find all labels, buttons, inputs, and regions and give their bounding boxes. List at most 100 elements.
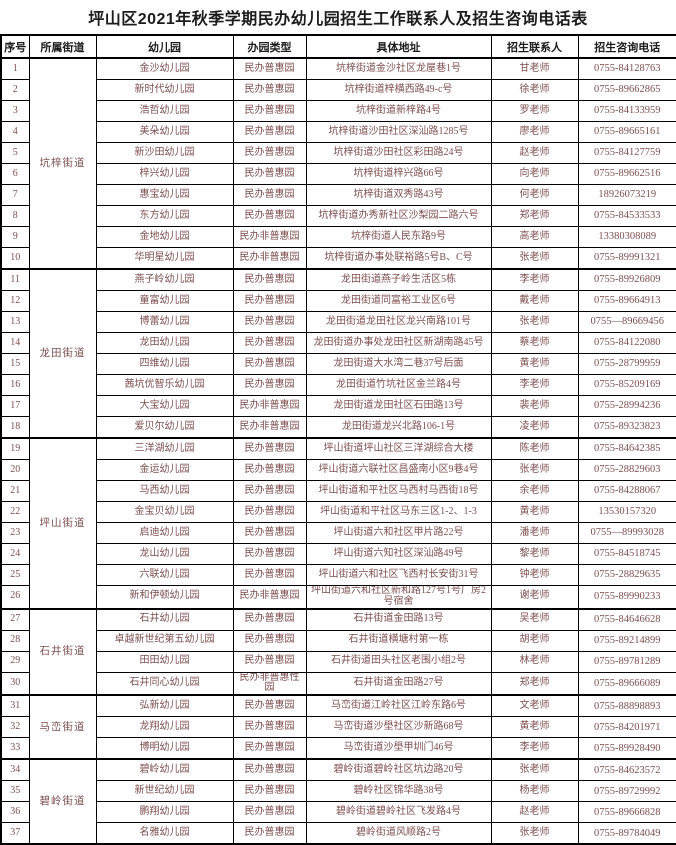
cell-phone-number: 0755-89991321 (577, 247, 676, 270)
cell-school-type: 民办普惠园 (232, 79, 307, 101)
cell-phone-number: 0755-89323823 (577, 416, 676, 439)
cell-kindergarten-name: 美朵幼儿园 (95, 121, 234, 143)
cell-serial-number: 18 (0, 416, 30, 439)
cell-kindergarten-name: 卓越新世纪第五幼儿园 (95, 629, 234, 652)
cell-contact-person: 林老师 (490, 650, 579, 673)
table-row: 33 博明幼儿园 民办普惠园 马峦街道沙壆甲圳门46号 李老师 0755-89928490 (0, 737, 676, 760)
cell-street-name: 石井街道 (28, 607, 97, 696)
cell-kindergarten-name: 石井幼儿园 (95, 607, 234, 631)
cell-address: 坪山街道和平社区马东三区1-2、1-3 (305, 501, 492, 523)
table-row: 9 金地幼儿园 民办非普惠园 坑梓街道人民东路9号 高老师 13380308089 (0, 226, 676, 248)
cell-contact-person: 罗老师 (490, 100, 579, 122)
cell-address: 龙田街道燕子岭生活区5栋 (305, 268, 492, 291)
cell-school-type: 民办普惠园 (232, 822, 307, 845)
cell-serial-number: 6 (0, 163, 30, 185)
cell-contact-person: 胡老师 (490, 629, 579, 652)
cell-serial-number: 2 (0, 79, 30, 101)
cell-school-type: 民办普惠园 (232, 268, 307, 291)
cell-phone-number: 0755-84533533 (577, 205, 676, 227)
cell-address: 龙田街道龙田社区石田路13号 (305, 395, 492, 417)
cell-contact-person: 甘老师 (490, 57, 579, 80)
cell-kindergarten-name: 燕子岭幼儿园 (95, 268, 234, 291)
cell-address: 石井街道金田路27号 (305, 671, 492, 696)
cell-kindergarten-name: 金沙幼儿园 (95, 57, 234, 80)
table-row: 15 四维幼儿园 民办普惠园 龙田街道大水湾二巷37号后面 黄老师 0755-287999… (0, 353, 676, 375)
table-row: 12 童富幼儿园 民办普惠园 龙田街道同富裕工业区6号 戴老师 0755-89664913 (0, 290, 676, 312)
cell-serial-number: 21 (0, 480, 30, 502)
table-row: 27 石井街道 石井幼儿园 民办普惠园 石井街道金田路13号 吴老师 0755-846466… (0, 607, 676, 696)
cell-kindergarten-name: 新世纪幼儿园 (95, 780, 234, 803)
cell-kindergarten-name: 新沙田幼儿园 (95, 142, 234, 164)
cell-school-type: 民办普惠园 (232, 163, 307, 185)
cell-phone-number: 0755-84133959 (577, 100, 676, 122)
cell-contact-person: 张老师 (490, 459, 579, 481)
cell-school-type: 民办非普惠园 (232, 247, 307, 270)
cell-phone-number: 0755-28994236 (577, 395, 676, 417)
table-row: 20 金运幼儿园 民办普惠园 坪山街道六联社区昌盛南小区9巷4号 张老师 0755-288… (0, 459, 676, 481)
cell-phone-number: 0755-88898893 (577, 694, 676, 718)
table-row: 5 新沙田幼儿园 民办普惠园 坑梓街道沙田社区彩田路24号 赵老师 0755-841277… (0, 142, 676, 164)
cell-address: 坑梓街道办事处联裕路5号B、C号 (305, 247, 492, 270)
cell-phone-number: 0755-89214899 (577, 629, 676, 652)
cell-kindergarten-name: 鹏翔幼儿园 (95, 801, 234, 824)
cell-phone-number: 0755-84518745 (577, 543, 676, 565)
cell-address: 坑梓街道沙田社区深汕路1285号 (305, 121, 492, 143)
cell-kindergarten-name: 东方幼儿园 (95, 205, 234, 227)
cell-school-type: 民办普惠园 (232, 57, 307, 80)
cell-address: 龙田街道大水湾二巷37号后面 (305, 353, 492, 375)
cell-kindergarten-name: 华明星幼儿园 (95, 247, 234, 270)
cell-serial-number: 32 (0, 716, 30, 739)
cell-kindergarten-name: 惠宝幼儿园 (95, 184, 234, 206)
table-row: 16 茜坑优智乐幼儿园 民办普惠园 龙田街道竹坑社区金兰路4号 李老师 0755-8520… (0, 374, 676, 396)
table-row: 23 启迪幼儿园 民办普惠园 坪山街道六和社区甲片路22号 潘老师 0755—899930… (0, 522, 676, 544)
cell-serial-number: 36 (0, 801, 30, 824)
cell-serial-number: 29 (0, 650, 30, 673)
cell-address: 坪山街道六和社区新和路127号1号厂房2号宿舍 (305, 584, 492, 610)
cell-kindergarten-name: 龙山幼儿园 (95, 543, 234, 565)
cell-street-name: 坑梓街道 (28, 57, 97, 270)
cell-school-type: 民办普惠园 (232, 780, 307, 803)
cell-serial-number: 34 (0, 758, 30, 782)
cell-serial-number: 33 (0, 737, 30, 760)
header-row: 序号 所属街道 幼儿园 办园类型 具体地址 招生联系人 招生咨询电话 (0, 34, 676, 59)
cell-address: 坑梓街道梓横西路49-c号 (305, 79, 492, 101)
cell-kindergarten-name: 浩哲幼儿园 (95, 100, 234, 122)
cell-serial-number: 13 (0, 311, 30, 333)
cell-serial-number: 7 (0, 184, 30, 206)
cell-school-type: 民办普惠园 (232, 205, 307, 227)
table-row: 1 坑梓街道 金沙幼儿园 民办普惠园 坑梓街道金沙社区龙屋巷1号 甘老师 0755-8412… (0, 57, 676, 270)
cell-serial-number: 35 (0, 780, 30, 803)
cell-phone-number: 0755-89664913 (577, 290, 676, 312)
cell-school-type: 民办普惠园 (232, 332, 307, 354)
cell-phone-number: 0755-89784049 (577, 822, 676, 845)
cell-serial-number: 25 (0, 564, 30, 586)
cell-serial-number: 5 (0, 142, 30, 164)
cell-address: 龙田街道竹坑社区金兰路4号 (305, 374, 492, 396)
cell-kindergarten-name: 童富幼儿园 (95, 290, 234, 312)
cell-address: 坑梓街道梓兴路66号 (305, 163, 492, 185)
cell-serial-number: 3 (0, 100, 30, 122)
cell-kindergarten-name: 金运幼儿园 (95, 459, 234, 481)
cell-kindergarten-name: 新时代幼儿园 (95, 79, 234, 101)
cell-school-type: 民办非普惠园 (232, 226, 307, 248)
cell-contact-person: 张老师 (490, 247, 579, 270)
cell-contact-person: 凌老师 (490, 416, 579, 439)
cell-contact-person: 李老师 (490, 737, 579, 760)
cell-contact-person: 陈老师 (490, 437, 579, 460)
cell-kindergarten-name: 名雅幼儿园 (95, 822, 234, 845)
cell-contact-person: 黄老师 (490, 353, 579, 375)
table-row: 32 龙翔幼儿园 民办普惠园 马峦街道沙壆社区沙新路68号 黄老师 0755-842019… (0, 716, 676, 739)
cell-phone-number: 0755-89990233 (577, 584, 676, 610)
cell-school-type: 民办非普惠性园 (232, 671, 307, 696)
cell-address: 石井街道金田路13号 (305, 607, 492, 631)
cell-address: 坪山街道坪山社区三洋湖综合大楼 (305, 437, 492, 460)
cell-contact-person: 向老师 (490, 163, 579, 185)
cell-street-name: 马峦街道 (28, 694, 97, 760)
cell-school-type: 民办非普惠园 (232, 584, 307, 610)
cell-phone-number: 0755-89729992 (577, 780, 676, 803)
cell-serial-number: 15 (0, 353, 30, 375)
cell-address: 碧岭街道碧岭社区坑边路20号 (305, 758, 492, 782)
cell-phone-number: 0755-85209169 (577, 374, 676, 396)
cell-address: 坑梓街道金沙社区龙屋巷1号 (305, 57, 492, 80)
cell-serial-number: 23 (0, 522, 30, 544)
